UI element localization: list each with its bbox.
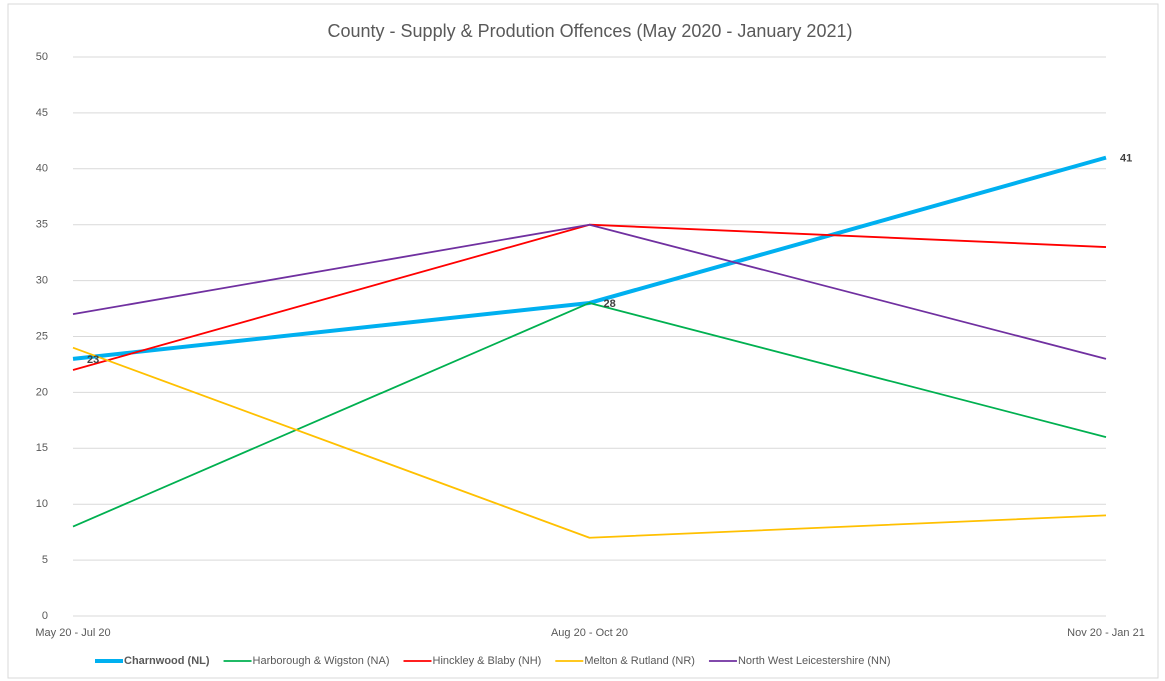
y-tick-label: 15 bbox=[36, 442, 48, 454]
legend-label: Hinckley & Blaby (NH) bbox=[433, 655, 542, 667]
y-tick-label: 10 bbox=[36, 498, 48, 510]
legend-label: Charnwood (NL) bbox=[124, 655, 210, 667]
data-label: 41 bbox=[1120, 153, 1132, 165]
series-line bbox=[72, 223, 1107, 360]
y-tick-label: 0 bbox=[42, 610, 48, 622]
y-tick-label: 45 bbox=[36, 107, 48, 119]
data-label: 23 bbox=[87, 354, 99, 366]
y-tick-label: 5 bbox=[42, 554, 48, 566]
chart-title: County - Supply & Prodution Offences (Ma… bbox=[328, 21, 853, 41]
series-line bbox=[72, 346, 1107, 539]
y-tick-label: 35 bbox=[36, 219, 48, 231]
y-tick-label: 40 bbox=[36, 163, 48, 175]
legend-label: Harborough & Wigston (NA) bbox=[253, 655, 390, 667]
legend-label: Melton & Rutland (NR) bbox=[584, 655, 695, 667]
y-tick-label: 25 bbox=[36, 330, 48, 342]
chart-border bbox=[7, 3, 1159, 679]
y-tick-label: 50 bbox=[36, 51, 48, 63]
x-tick-label: Aug 20 - Oct 20 bbox=[551, 627, 628, 639]
x-tick-label: May 20 - Jul 20 bbox=[35, 627, 110, 639]
legend-label: North West Leicestershire (NN) bbox=[738, 655, 891, 667]
y-tick-label: 30 bbox=[36, 275, 48, 287]
x-tick-label: Nov 20 - Jan 21 bbox=[1067, 627, 1145, 639]
y-tick-label: 20 bbox=[36, 386, 48, 398]
data-label: 28 bbox=[604, 298, 616, 310]
series-line bbox=[72, 302, 1107, 528]
